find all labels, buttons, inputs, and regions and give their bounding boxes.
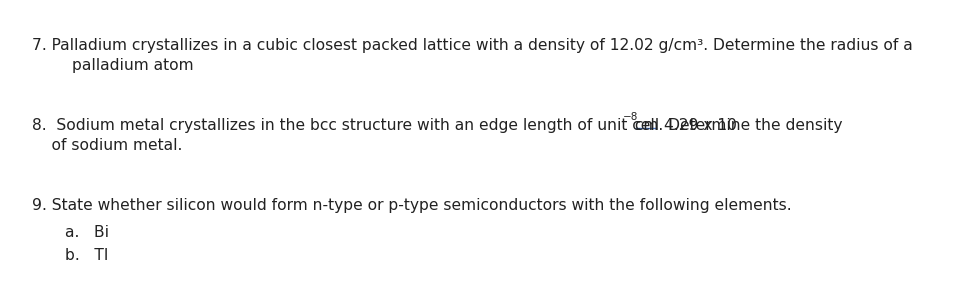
Text: cm. Determine the density: cm. Determine the density — [630, 118, 842, 133]
Text: 9. State whether silicon would form n-type or p-type semiconductors with the fol: 9. State whether silicon would form n-ty… — [32, 198, 792, 213]
Text: 7. Palladium crystallizes in a cubic closest packed lattice with a density of 12: 7. Palladium crystallizes in a cubic clo… — [32, 38, 913, 53]
Text: a.   Bi: a. Bi — [65, 225, 109, 240]
Text: of sodium metal.: of sodium metal. — [32, 138, 182, 153]
Text: b.   Tl: b. Tl — [65, 248, 108, 263]
Text: 8.  Sodium metal crystallizes in the bcc structure with an edge length of unit c: 8. Sodium metal crystallizes in the bcc … — [32, 118, 737, 133]
Text: −8: −8 — [623, 112, 638, 122]
Text: palladium atom: palladium atom — [72, 58, 194, 73]
